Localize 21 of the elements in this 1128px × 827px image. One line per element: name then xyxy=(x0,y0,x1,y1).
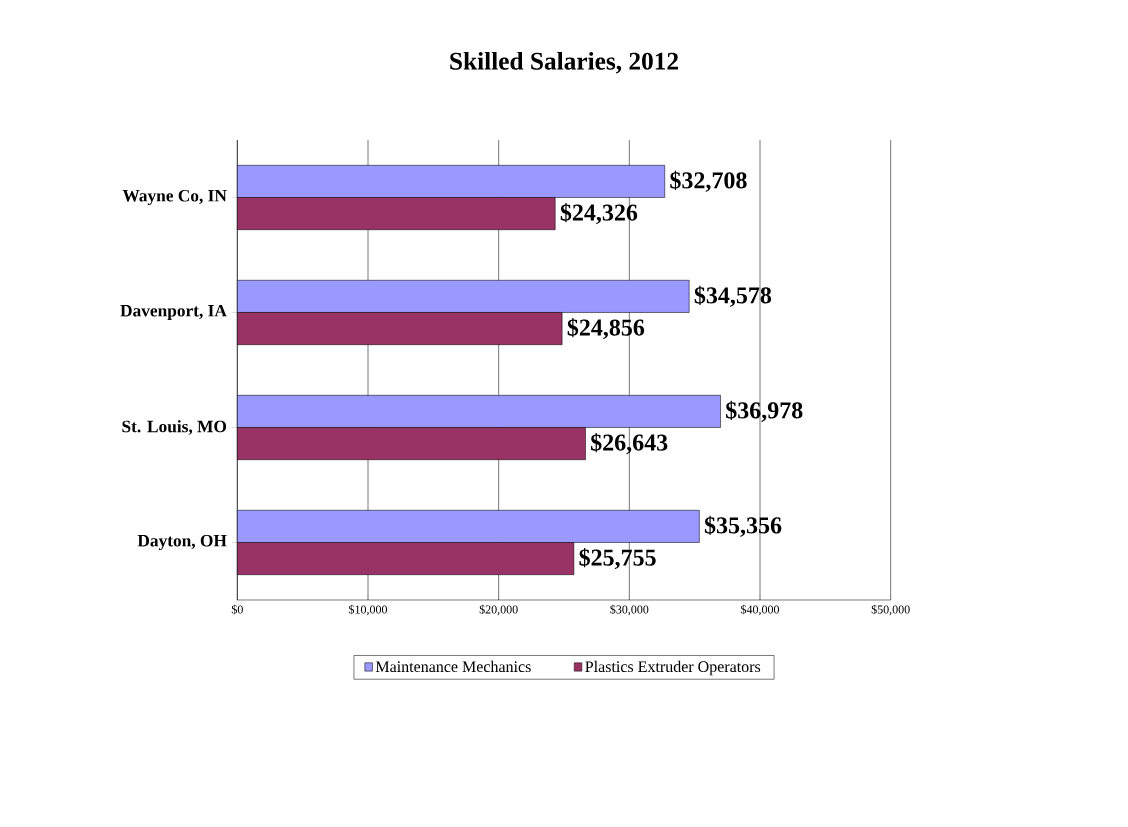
data-label: $24,856 xyxy=(567,318,645,340)
legend-label: Plastics Extruder Operators xyxy=(585,660,761,676)
chart-title: Skilled Salaries, 2012 xyxy=(450,52,678,74)
data-label: $36,978 xyxy=(726,401,803,423)
x-tick-label: $10,000 xyxy=(349,604,388,616)
data-label: $34,578 xyxy=(694,286,772,308)
data-label: $32,708 xyxy=(670,171,747,193)
x-tick-label: $20,000 xyxy=(479,604,518,616)
x-tick-label: $0 xyxy=(231,604,243,615)
y-tick-label: Wayne Co, IN xyxy=(122,190,227,206)
data-label: $24,326 xyxy=(560,203,638,225)
x-tick-label: $50,000 xyxy=(871,604,910,616)
data-label: $26,643 xyxy=(591,433,668,455)
data-label: $25,755 xyxy=(579,548,656,570)
x-tick-label: $40,000 xyxy=(741,604,780,616)
y-tick-label: St. Louis, MO xyxy=(122,420,227,436)
legend-label: Maintenance Mechanics xyxy=(375,660,531,673)
y-tick-label: Dayton, OH xyxy=(137,535,227,551)
x-tick-label: $30,000 xyxy=(610,604,649,616)
data-label: $35,356 xyxy=(704,516,782,538)
y-tick-label: Davenport, IA xyxy=(120,305,227,321)
